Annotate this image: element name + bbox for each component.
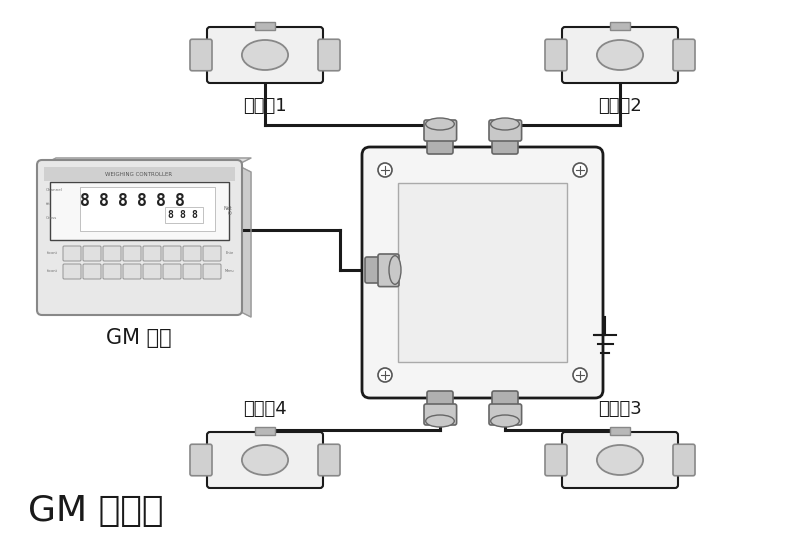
FancyBboxPatch shape xyxy=(143,246,161,261)
Bar xyxy=(165,207,203,223)
FancyBboxPatch shape xyxy=(378,254,399,286)
Text: GM 接线盒: GM 接线盒 xyxy=(28,494,163,528)
Text: 8: 8 xyxy=(137,192,147,210)
FancyBboxPatch shape xyxy=(63,246,81,261)
Text: Channel: Channel xyxy=(46,188,63,192)
FancyBboxPatch shape xyxy=(562,432,678,488)
FancyBboxPatch shape xyxy=(203,246,221,261)
FancyBboxPatch shape xyxy=(427,391,453,410)
FancyBboxPatch shape xyxy=(63,264,81,279)
FancyBboxPatch shape xyxy=(362,147,603,398)
Bar xyxy=(255,427,275,435)
Ellipse shape xyxy=(597,40,643,70)
Circle shape xyxy=(573,163,587,177)
FancyBboxPatch shape xyxy=(318,39,340,71)
Text: 传感全1: 传感全1 xyxy=(243,97,287,115)
Bar xyxy=(44,167,235,181)
Text: 8: 8 xyxy=(118,192,128,210)
Text: 传感全3: 传感全3 xyxy=(598,400,642,418)
FancyBboxPatch shape xyxy=(545,444,567,476)
Text: ttcont: ttcont xyxy=(47,269,58,273)
Polygon shape xyxy=(237,165,251,317)
FancyBboxPatch shape xyxy=(427,135,453,154)
FancyBboxPatch shape xyxy=(489,120,521,141)
Ellipse shape xyxy=(242,445,288,475)
Bar xyxy=(255,22,275,30)
FancyBboxPatch shape xyxy=(489,404,521,425)
Bar xyxy=(50,182,229,240)
FancyBboxPatch shape xyxy=(163,246,181,261)
FancyBboxPatch shape xyxy=(673,39,695,71)
Ellipse shape xyxy=(491,118,520,130)
Text: 8: 8 xyxy=(156,192,166,210)
FancyBboxPatch shape xyxy=(183,264,201,279)
Text: 8: 8 xyxy=(179,210,185,220)
FancyBboxPatch shape xyxy=(562,27,678,83)
Text: Ente: Ente xyxy=(226,251,234,255)
Text: 8: 8 xyxy=(167,210,173,220)
FancyBboxPatch shape xyxy=(492,135,518,154)
FancyBboxPatch shape xyxy=(207,27,323,83)
Ellipse shape xyxy=(491,415,520,427)
FancyBboxPatch shape xyxy=(103,246,121,261)
FancyBboxPatch shape xyxy=(123,246,141,261)
FancyBboxPatch shape xyxy=(673,444,695,476)
Circle shape xyxy=(573,368,587,382)
FancyBboxPatch shape xyxy=(83,246,101,261)
Text: 传感全4: 传感全4 xyxy=(243,400,287,418)
Circle shape xyxy=(378,163,392,177)
FancyBboxPatch shape xyxy=(103,264,121,279)
Circle shape xyxy=(378,368,392,382)
Text: WEIGHING CONTROLLER: WEIGHING CONTROLLER xyxy=(105,171,173,176)
FancyBboxPatch shape xyxy=(203,264,221,279)
Ellipse shape xyxy=(425,415,455,427)
FancyBboxPatch shape xyxy=(492,391,518,410)
Bar xyxy=(398,183,567,362)
FancyBboxPatch shape xyxy=(143,264,161,279)
Text: 8: 8 xyxy=(175,192,185,210)
Text: 8: 8 xyxy=(191,210,197,220)
Text: 传感全2: 传感全2 xyxy=(598,97,642,115)
Polygon shape xyxy=(42,158,251,165)
Bar xyxy=(610,427,630,435)
Text: 8: 8 xyxy=(99,192,109,210)
Text: 8: 8 xyxy=(80,192,90,210)
FancyBboxPatch shape xyxy=(424,404,457,425)
Text: Menu: Menu xyxy=(225,269,234,273)
Text: GM 仰表: GM 仰表 xyxy=(106,328,172,348)
FancyBboxPatch shape xyxy=(365,257,384,283)
Ellipse shape xyxy=(242,40,288,70)
FancyBboxPatch shape xyxy=(190,39,212,71)
Text: ttt: ttt xyxy=(46,202,51,206)
Ellipse shape xyxy=(597,445,643,475)
FancyBboxPatch shape xyxy=(83,264,101,279)
FancyBboxPatch shape xyxy=(123,264,141,279)
FancyBboxPatch shape xyxy=(545,39,567,71)
FancyBboxPatch shape xyxy=(424,120,457,141)
FancyBboxPatch shape xyxy=(163,264,181,279)
Ellipse shape xyxy=(389,256,401,284)
Text: Cross: Cross xyxy=(46,216,57,220)
FancyBboxPatch shape xyxy=(37,160,242,315)
Ellipse shape xyxy=(425,118,455,130)
Bar xyxy=(610,22,630,30)
Bar xyxy=(80,187,215,231)
FancyBboxPatch shape xyxy=(190,444,212,476)
Text: ttcont: ttcont xyxy=(47,251,58,255)
Text: Net
O: Net O xyxy=(223,206,232,216)
FancyBboxPatch shape xyxy=(207,432,323,488)
FancyBboxPatch shape xyxy=(183,246,201,261)
FancyBboxPatch shape xyxy=(318,444,340,476)
